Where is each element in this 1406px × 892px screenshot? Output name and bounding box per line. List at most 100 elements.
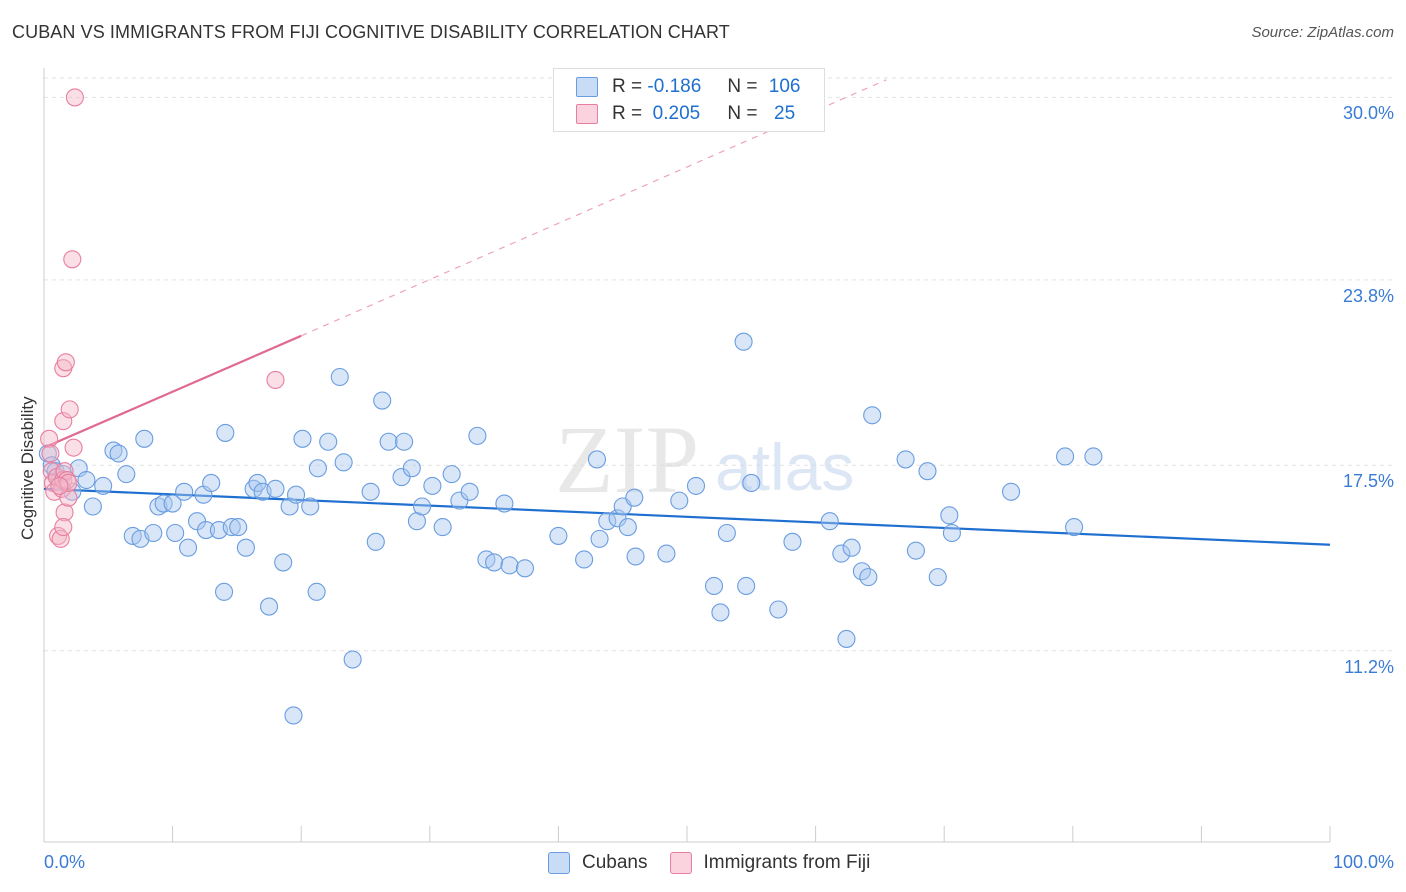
data-point-cubans <box>284 706 303 725</box>
data-point-cubans <box>433 518 452 537</box>
legend-r-label: R = <box>612 103 643 124</box>
legend-n-value: 25 <box>768 103 796 124</box>
data-point-cubans <box>280 497 299 516</box>
data-point-cubans <box>1002 482 1021 501</box>
y-tick-label: 30.0% <box>1342 103 1394 124</box>
data-point-cubans <box>117 465 136 484</box>
data-point-cubans <box>906 541 925 560</box>
data-point-cubans <box>135 429 154 448</box>
series-legend-swatch-fiji <box>669 852 692 874</box>
legend-r-value: -0.186 <box>647 76 702 97</box>
series-legend-label-cubans: Cubans <box>582 852 648 873</box>
data-point-cubans <box>395 432 414 451</box>
y-tick-label: 17.5% <box>1342 471 1394 492</box>
legend-n-label: N = <box>727 103 758 124</box>
data-point-cubans <box>77 470 96 490</box>
trend-line-fiji <box>43 334 302 449</box>
data-point-cubans <box>216 423 235 442</box>
data-point-cubans <box>618 518 637 537</box>
legend-r-value: 0.205 <box>647 103 701 124</box>
data-point-cubans <box>590 529 609 548</box>
data-point-cubans <box>319 432 338 451</box>
data-point-cubans <box>737 576 756 596</box>
data-point-cubans <box>783 532 802 551</box>
data-point-cubans <box>859 568 878 587</box>
data-point-fiji <box>266 370 285 390</box>
data-point-cubans <box>166 523 185 543</box>
data-point-fiji <box>60 400 79 419</box>
data-point-cubans <box>222 518 241 537</box>
data-point-cubans <box>928 568 947 587</box>
legend-swatch-cubans <box>576 77 598 97</box>
data-point-cubans <box>711 603 730 622</box>
data-point-cubans <box>343 650 362 669</box>
data-point-fiji <box>54 518 73 537</box>
data-point-cubans <box>104 441 123 460</box>
data-point-cubans <box>229 518 248 537</box>
x-tick-label-min: 0.0% <box>44 852 86 872</box>
legend-n-value: 106 <box>768 76 801 97</box>
data-point-fiji <box>41 444 60 463</box>
legend-row-cubans: R = -0.186 N = 106 <box>576 74 800 100</box>
data-point-cubans <box>468 426 487 445</box>
x-tick-label-max: 100.0% <box>1332 852 1394 872</box>
data-point-cubans <box>202 473 221 493</box>
data-point-cubans <box>144 523 163 543</box>
data-point-cubans <box>598 512 617 531</box>
data-point-cubans <box>413 497 432 516</box>
data-point-cubans <box>307 582 326 601</box>
data-point-fiji <box>54 412 73 431</box>
data-point-cubans <box>670 491 689 510</box>
data-point-cubans <box>842 538 861 557</box>
data-point-cubans <box>402 459 421 478</box>
data-point-cubans <box>442 465 461 484</box>
data-point-fiji <box>55 503 74 522</box>
data-points <box>38 88 1103 725</box>
data-point-cubans <box>863 406 882 425</box>
data-point-cubans <box>163 494 182 513</box>
watermark-zip: ZIP <box>555 406 699 513</box>
data-point-cubans <box>820 512 839 531</box>
data-point-cubans <box>287 485 306 504</box>
y-tick-label: 11.2% <box>1344 656 1394 677</box>
y-tick-label: 23.8% <box>1342 285 1394 306</box>
chart-title: CUBAN VS IMMIGRANTS FROM FIJI COGNITIVE … <box>12 22 730 42</box>
data-point-cubans <box>686 476 706 495</box>
data-point-cubans <box>485 553 504 572</box>
legend-row-fiji: R = 0.205 N = 25 <box>576 101 795 127</box>
data-point-cubans <box>495 494 514 513</box>
data-point-fiji <box>64 438 83 457</box>
series-legend-label-fiji: Immigrants from Fiji <box>703 852 871 873</box>
axes <box>43 68 1331 843</box>
data-point-cubans <box>460 482 479 501</box>
data-point-cubans <box>742 473 761 493</box>
data-point-cubans <box>896 450 915 469</box>
data-point-cubans <box>334 453 353 472</box>
data-point-cubans <box>330 367 349 387</box>
data-point-cubans <box>366 532 385 551</box>
data-point-fiji <box>49 526 68 545</box>
data-point-cubans <box>1065 518 1084 537</box>
data-point-cubans <box>236 538 255 557</box>
data-point-fiji <box>56 353 75 372</box>
data-point-cubans <box>83 497 102 516</box>
data-point-cubans <box>1084 447 1103 466</box>
data-point-cubans <box>832 544 851 563</box>
legend-r-label: R = <box>612 76 643 97</box>
data-point-cubans <box>500 556 519 575</box>
data-point-cubans <box>734 332 753 351</box>
data-point-cubans <box>361 482 380 501</box>
data-point-cubans <box>196 520 216 540</box>
data-point-cubans <box>918 462 937 481</box>
series-legend-swatch-cubans <box>548 852 570 874</box>
data-point-cubans <box>704 576 724 596</box>
data-point-cubans <box>109 444 128 463</box>
data-point-cubans <box>175 482 194 501</box>
data-point-cubans <box>266 479 285 498</box>
data-point-cubans <box>423 476 442 495</box>
data-point-cubans <box>248 473 267 493</box>
data-point-cubans <box>293 429 312 448</box>
data-point-cubans <box>301 497 320 516</box>
data-point-cubans <box>769 600 788 619</box>
